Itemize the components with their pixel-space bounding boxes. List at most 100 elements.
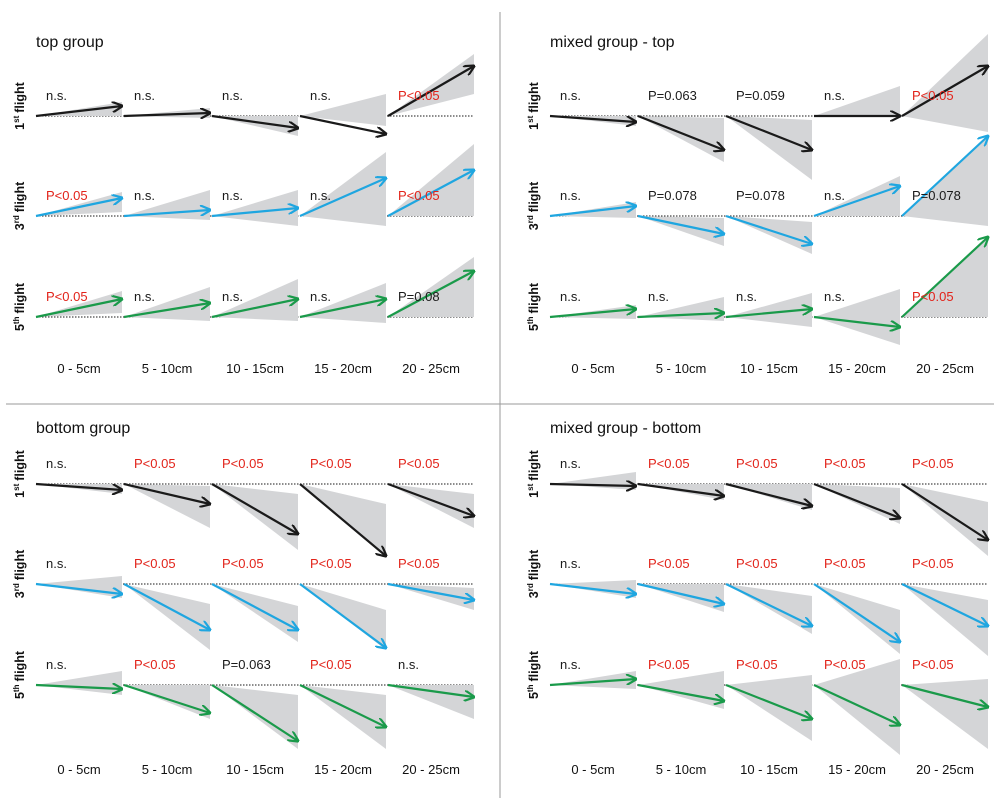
direction-arrow bbox=[725, 482, 812, 506]
confidence-wedge bbox=[124, 685, 210, 719]
confidence-wedge bbox=[36, 576, 122, 598]
flight-row-label: 1st flight bbox=[526, 81, 541, 129]
flight-row-label: 3rd flight bbox=[12, 549, 27, 598]
flight-number: 3 bbox=[527, 591, 541, 598]
flight-word: flight bbox=[13, 549, 27, 580]
flight-row-label: 3rd flight bbox=[12, 181, 27, 230]
confidence-wedge bbox=[726, 116, 812, 180]
direction-arrow bbox=[387, 482, 474, 516]
distance-bin-label: 10 - 15cm bbox=[226, 361, 284, 376]
bin-cell: P<0.05 bbox=[35, 289, 122, 319]
confidence-wedge bbox=[902, 679, 988, 749]
flight-row-label: 5th flight bbox=[526, 650, 541, 699]
significance-label: n.s. bbox=[560, 456, 581, 471]
confidence-wedge bbox=[638, 584, 724, 612]
flight-ordinal: st bbox=[12, 115, 21, 122]
row-flight1: 1st flight n.s. P=0.063 P=0.059 n.s. P<0.05 bbox=[526, 34, 988, 180]
bin-cell: P<0.05 bbox=[123, 556, 210, 650]
row-flight5: 5th flight n.s. n.s. n.s. n.s. P<0.05 bbox=[526, 237, 988, 345]
flight-ordinal: th bbox=[526, 316, 535, 324]
flight-number: 5 bbox=[527, 692, 541, 699]
flight-number: 5 bbox=[527, 324, 541, 331]
confidence-wedge bbox=[902, 484, 988, 556]
significance-label: n.s. bbox=[560, 88, 581, 103]
bin-cell: P<0.05 bbox=[637, 657, 724, 709]
confidence-wedge bbox=[638, 116, 724, 162]
panel-title: top group bbox=[36, 34, 104, 51]
confidence-wedge bbox=[902, 34, 988, 132]
flight-word: flight bbox=[527, 449, 541, 480]
direction-arrow bbox=[549, 484, 636, 486]
significance-label: n.s. bbox=[134, 188, 155, 203]
significance-label: n.s. bbox=[736, 289, 757, 304]
confidence-wedge bbox=[902, 136, 988, 226]
flight-word: flight bbox=[13, 181, 27, 212]
bin-cell: P=0.063 bbox=[637, 88, 724, 162]
bin-cell: n.s. bbox=[35, 88, 122, 118]
significance-label: n.s. bbox=[46, 657, 67, 672]
bin-cell: P<0.05 bbox=[637, 556, 724, 612]
direction-arrow bbox=[387, 271, 474, 318]
bin-cell: P=0.078 bbox=[901, 136, 988, 226]
flight-ordinal: rd bbox=[12, 215, 21, 223]
bin-cell: P<0.05 bbox=[123, 657, 210, 719]
significance-label: P<0.05 bbox=[648, 657, 690, 672]
panel-0: top group 1st flight n.s. n.s. n.s. n.s. P<0.05… bbox=[12, 34, 474, 376]
significance-label: P=0.078 bbox=[912, 188, 961, 203]
bin-cell: P<0.05 bbox=[35, 188, 122, 218]
bin-cell: n.s. bbox=[549, 289, 636, 319]
direction-arrow bbox=[35, 685, 122, 689]
row-flight1: 1st flight n.s. n.s. n.s. n.s. P<0.05 bbox=[12, 54, 474, 136]
direction-arrow bbox=[725, 309, 812, 319]
bin-cell: n.s. bbox=[549, 556, 636, 598]
bin-cell: n.s. bbox=[123, 88, 210, 118]
confidence-wedge bbox=[300, 685, 386, 749]
confidence-wedge bbox=[814, 584, 900, 654]
panel-2: bottom group 1st flight n.s. P<0.05 P<0.05 P<0… bbox=[12, 420, 474, 777]
direction-arrow bbox=[813, 186, 900, 218]
row-flight5: 5th flight n.s. P<0.05 P=0.063 P<0.05 n.s. bbox=[12, 650, 474, 749]
distance-bin-label: 5 - 10cm bbox=[142, 762, 193, 777]
direction-arrow bbox=[123, 210, 210, 218]
significance-label: n.s. bbox=[560, 289, 581, 304]
row-flight3: 3rd flight n.s. P=0.078 P=0.078 n.s. P=0.078 bbox=[526, 136, 988, 254]
confidence-wedge bbox=[300, 94, 386, 126]
direction-arrow bbox=[299, 299, 386, 319]
confidence-wedge bbox=[550, 472, 636, 490]
bin-cell: n.s. bbox=[725, 289, 812, 327]
flight-word: flight bbox=[527, 650, 541, 681]
direction-arrow bbox=[725, 583, 812, 626]
bin-cell: n.s. bbox=[813, 176, 900, 218]
bin-cell: P<0.05 bbox=[901, 456, 988, 556]
flight-number: 5 bbox=[13, 324, 27, 331]
bin-cell: P<0.05 bbox=[901, 237, 988, 318]
bin-cell: n.s. bbox=[35, 456, 122, 494]
bin-cell: P<0.05 bbox=[813, 456, 900, 524]
confidence-wedge bbox=[726, 293, 812, 327]
flight-word: flight bbox=[13, 650, 27, 681]
significance-label: P<0.05 bbox=[398, 188, 440, 203]
significance-label: n.s. bbox=[134, 289, 155, 304]
confidence-wedge bbox=[638, 216, 724, 246]
row-flight3: 3rd flight n.s. P<0.05 P<0.05 P<0.05 P<0.05 bbox=[12, 549, 474, 650]
confidence-wedge bbox=[212, 484, 298, 550]
distance-bin-label: 15 - 20cm bbox=[314, 762, 372, 777]
bin-cell: P<0.05 bbox=[299, 456, 386, 556]
direction-arrow bbox=[813, 684, 900, 725]
panel-title: bottom group bbox=[36, 420, 130, 437]
significance-label: P<0.05 bbox=[310, 456, 352, 471]
flight-word: flight bbox=[527, 282, 541, 313]
significance-label: n.s. bbox=[824, 88, 845, 103]
bin-cell: P<0.05 bbox=[725, 456, 812, 510]
row-flight3: 3rd flight n.s. P<0.05 P<0.05 P<0.05 P<0.05 bbox=[526, 549, 988, 656]
bin-cell: P<0.05 bbox=[387, 144, 474, 217]
direction-arrow bbox=[211, 114, 298, 128]
significance-label: P<0.05 bbox=[46, 289, 88, 304]
bin-cell: P=0.078 bbox=[637, 188, 724, 246]
distance-bin-label: 20 - 25cm bbox=[916, 762, 974, 777]
direction-arrow bbox=[387, 683, 474, 697]
significance-label: P<0.05 bbox=[736, 556, 778, 571]
direction-arrow bbox=[35, 482, 122, 490]
significance-label: n.s. bbox=[824, 289, 845, 304]
panel-dividers bbox=[6, 12, 994, 798]
